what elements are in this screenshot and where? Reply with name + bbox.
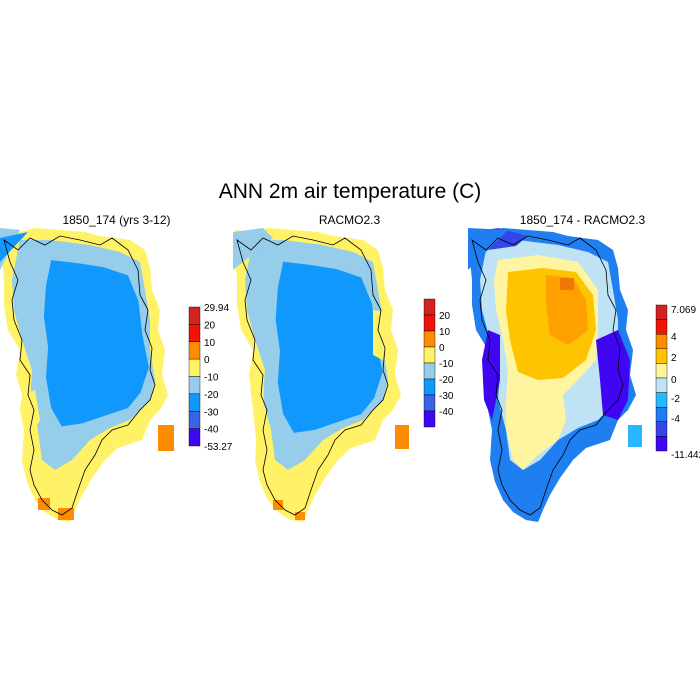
- colorbar-swatch: [188, 393, 201, 412]
- colorbar-tick-label: -30: [204, 407, 219, 418]
- map-south-tip-model: [58, 508, 74, 520]
- colorbar-tick-label: 0: [204, 355, 210, 366]
- colorbar-tick-label: 10: [204, 338, 216, 349]
- colorbar-swatch: [655, 421, 668, 437]
- colorbar-swatch: [188, 341, 201, 360]
- colorbar-swatch: [423, 314, 436, 332]
- map-panel-model: [0, 228, 174, 522]
- map-east-coast-racmo: [373, 310, 385, 360]
- colorbar-tick-label: 20: [439, 311, 451, 322]
- colorbar-swatch: [655, 377, 668, 393]
- map-south-tip-racmo: [295, 512, 305, 520]
- map-east-min-difference: [596, 330, 630, 420]
- chart-title: ANN 2m air temperature (C): [218, 180, 482, 203]
- colorbar-tick-label: -40: [439, 407, 454, 418]
- colorbar-swatch: [188, 324, 201, 342]
- colorbar-swatch: [655, 304, 668, 320]
- colorbar-tick-label: 10: [439, 327, 451, 338]
- colorbar-swatch: [188, 306, 201, 325]
- colorbar-difference: 7.069 4 2 0 -2 -4 -11.442: [655, 304, 700, 461]
- colorbar-tick-label: 29.94: [204, 303, 229, 314]
- colorbar-swatch: [423, 362, 436, 380]
- map-band-warmer-difference: [546, 275, 588, 345]
- colorbar-tick-label: -20: [439, 375, 454, 386]
- colorbar-tick-label: 2: [671, 353, 677, 364]
- colorbar-tick-label: -10: [439, 359, 454, 370]
- colorbar-swatch: [655, 334, 668, 350]
- colorbar-swatch: [423, 394, 436, 412]
- map-island-racmo: [395, 425, 409, 449]
- colorbar-swatch: [423, 298, 436, 316]
- colorbar-tick-label: -53.27: [204, 442, 233, 453]
- colorbar-tick-label: -10: [204, 373, 219, 384]
- colorbar-swatch: [423, 410, 436, 428]
- colorbar-tick-label: -11.442: [671, 450, 700, 461]
- colorbar-tick-label: -2: [671, 394, 680, 405]
- map-max-difference: [560, 278, 574, 290]
- colorbar-swatch: [188, 428, 201, 447]
- colorbar-swatch: [655, 436, 668, 452]
- map-panel-difference: [468, 228, 642, 522]
- colorbar-swatch: [655, 407, 668, 423]
- panel-title-difference: 1850_174 - RACMO2.3: [519, 213, 646, 227]
- colorbar-tick-label: 7.069: [671, 305, 696, 316]
- colorbar-tick-label: 20: [204, 320, 216, 331]
- colorbar-tick-label: 0: [439, 343, 445, 354]
- colorbar-swatch: [188, 358, 201, 377]
- colorbar-swatch: [188, 411, 201, 429]
- panel-title-model: 1850_174 (yrs 3-12): [62, 213, 171, 227]
- panel-title-racmo: RACMO2.3: [318, 213, 381, 227]
- colorbar-swatch: [423, 346, 436, 364]
- colorbar-tick-label: -40: [204, 425, 219, 436]
- colorbar-tick-label: -4: [671, 414, 680, 425]
- map-south-tip-racmo: [273, 500, 283, 510]
- colorbar-tick-label: 4: [671, 332, 677, 343]
- colorbar-swatch: [655, 319, 668, 335]
- colorbar-swatch: [423, 378, 436, 396]
- colorbar-tick-label: -30: [439, 391, 454, 402]
- colorbar-racmo: 20 10 0 -10 -20 -30 -40: [423, 298, 454, 428]
- colorbar-model: 29.94 20 10 0 -10 -20 -30 -40 -53.27: [188, 303, 233, 453]
- map-west-min-difference: [482, 330, 500, 420]
- colorbar-swatch: [655, 348, 668, 364]
- colorbar-swatch: [655, 363, 668, 379]
- colorbar-swatch: [655, 392, 668, 408]
- map-island-model: [158, 425, 174, 451]
- colorbar-tick-label: 0: [671, 375, 677, 386]
- colorbar-swatch: [188, 376, 201, 395]
- map-island-difference: [628, 425, 642, 447]
- colorbar-swatch: [423, 330, 436, 348]
- map-south-tip-model: [38, 498, 50, 510]
- map-west-coast-model: [22, 390, 40, 440]
- map-panel-racmo: [233, 228, 409, 522]
- colorbar-tick-label: -20: [204, 390, 219, 401]
- map-west-coast-racmo: [249, 370, 265, 450]
